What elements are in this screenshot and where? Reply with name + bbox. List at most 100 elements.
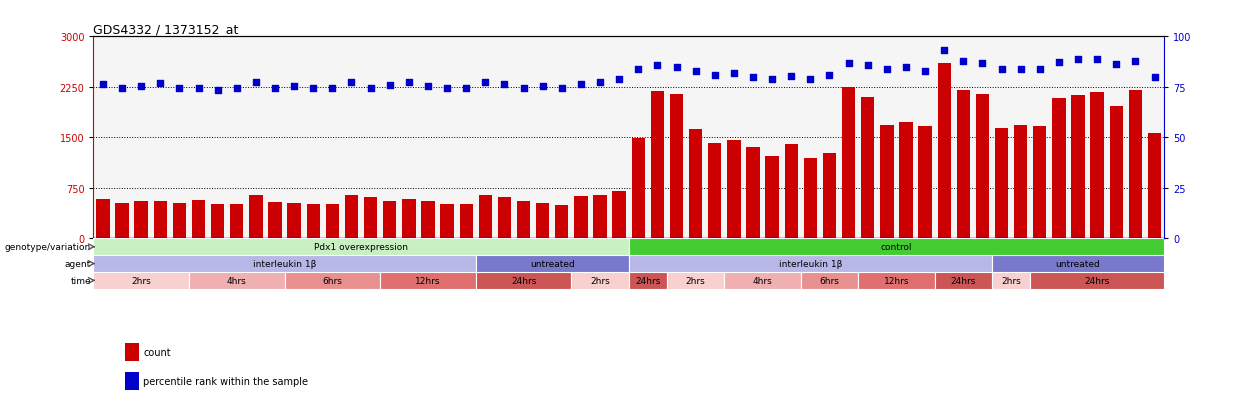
Bar [1013, 126, 1027, 239]
Point [1050, 59, 1069, 66]
Point [666, 64, 686, 71]
Bar [992, 256, 1164, 272]
Bar [421, 202, 435, 239]
Text: 24hrs: 24hrs [951, 276, 976, 285]
Point [533, 83, 553, 90]
Point [131, 83, 151, 90]
Text: untreated: untreated [1056, 259, 1101, 268]
Bar [269, 202, 281, 239]
Point [972, 60, 992, 66]
Bar [880, 126, 894, 239]
Point [801, 76, 820, 83]
Point [782, 73, 802, 80]
Bar [380, 272, 476, 289]
Text: 24hrs: 24hrs [1084, 276, 1109, 285]
Bar [766, 157, 779, 239]
Point [705, 72, 725, 79]
Point [839, 60, 859, 66]
Bar [210, 204, 224, 239]
Point [1107, 61, 1127, 68]
Bar [976, 94, 989, 239]
Text: Pdx1 overexpression: Pdx1 overexpression [314, 242, 408, 252]
Bar [459, 204, 473, 239]
Text: time: time [71, 276, 91, 285]
Bar [1052, 99, 1066, 239]
Point [284, 83, 304, 90]
Point [398, 79, 418, 86]
Point [858, 62, 878, 69]
Text: 4hrs: 4hrs [753, 276, 772, 285]
Bar [995, 128, 1008, 239]
Point [1030, 66, 1050, 73]
Bar [629, 239, 1164, 256]
Point [876, 66, 896, 73]
Bar [441, 204, 453, 239]
Point [743, 74, 763, 81]
Point [629, 66, 649, 73]
Point [609, 76, 629, 83]
Bar [823, 154, 837, 239]
Point [437, 85, 457, 92]
Bar [842, 88, 855, 239]
Bar [1129, 91, 1142, 239]
Bar [478, 196, 492, 239]
Bar [1031, 272, 1164, 289]
Text: 24hrs: 24hrs [510, 276, 537, 285]
Bar [862, 97, 874, 239]
Bar [1109, 107, 1123, 239]
Point [208, 87, 228, 94]
Point [112, 85, 132, 92]
Bar [306, 204, 320, 239]
Bar [402, 199, 416, 239]
Text: interleukin 1β: interleukin 1β [253, 259, 316, 268]
Text: GDS4332 / 1373152_at: GDS4332 / 1373152_at [93, 23, 239, 36]
Point [93, 81, 113, 88]
Point [647, 62, 667, 69]
Text: 12hrs: 12hrs [884, 276, 909, 285]
Bar [383, 202, 396, 239]
Bar [1033, 126, 1047, 239]
Bar [189, 272, 285, 289]
Point [686, 68, 706, 75]
Point [1068, 57, 1088, 64]
Point [476, 79, 496, 86]
Bar [919, 126, 931, 239]
Point [494, 81, 514, 88]
Bar [364, 198, 377, 239]
Point [552, 85, 571, 92]
Bar [804, 159, 817, 239]
Point [723, 70, 743, 77]
Bar [498, 198, 512, 239]
Bar [476, 256, 629, 272]
Bar [746, 148, 759, 239]
Text: 2hrs: 2hrs [131, 276, 151, 285]
Bar [345, 196, 359, 239]
Bar [801, 272, 858, 289]
Text: 2hrs: 2hrs [686, 276, 706, 285]
Text: genotype/variation: genotype/variation [5, 242, 91, 252]
Text: 4hrs: 4hrs [227, 276, 247, 285]
Bar [326, 204, 339, 239]
Point [418, 83, 438, 90]
Point [169, 85, 189, 92]
Bar [727, 141, 741, 239]
Bar [116, 203, 128, 239]
Bar [249, 195, 263, 239]
Bar [613, 192, 626, 239]
Point [341, 79, 361, 86]
Bar [784, 145, 798, 239]
Point [227, 85, 247, 92]
Bar [571, 272, 629, 289]
Text: agent: agent [65, 259, 91, 268]
Point [304, 85, 324, 92]
Bar [667, 272, 725, 289]
Bar [285, 272, 380, 289]
Point [571, 81, 591, 88]
Text: 6hrs: 6hrs [322, 276, 342, 285]
Point [915, 68, 935, 75]
Bar [93, 272, 189, 289]
Text: percentile rank within the sample: percentile rank within the sample [143, 376, 309, 386]
Bar [1072, 96, 1084, 239]
Point [762, 76, 782, 83]
Point [1011, 66, 1031, 73]
